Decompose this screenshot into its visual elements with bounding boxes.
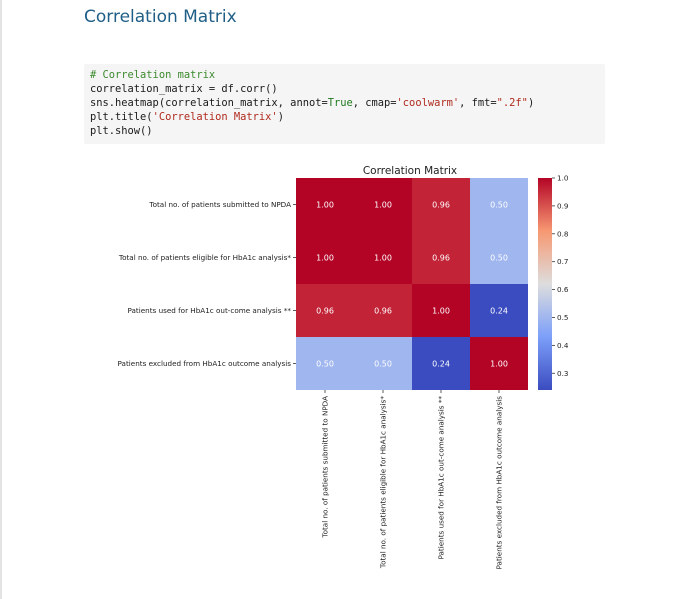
code-line: # Correlation matrix [90,69,215,81]
colorbar-tick-label: 1.0 [557,174,569,183]
row-labels: Total no. of patients submitted to NPDA T… [118,200,296,368]
cell-annotation: 1.00 [316,254,334,263]
code-token: , fmt= [459,97,497,109]
cell-annotation: 0.50 [490,254,508,263]
cell-annotation: 1.00 [432,307,450,316]
chart-title: Correlation Matrix [363,165,457,177]
colorbar-tick-label: 0.4 [557,341,569,350]
cell-annotation: 0.50 [374,360,392,369]
row-label: Patients excluded from HbA1c outcome ana… [118,359,292,368]
page-left-border [0,0,2,599]
cell-annotation: 0.96 [316,307,334,316]
cell-annotation: 0.96 [432,201,450,210]
code-token: ".2f" [496,97,528,109]
code-line: correlation_matrix = df.corr() [90,83,278,95]
colorbar: 1.0 0.9 0.8 0.7 0.6 0.5 0.4 0.3 [538,174,569,390]
code-cell[interactable]: # Correlation matrix correlation_matrix … [84,64,605,144]
column-label: Patients excluded from HbA1c outcome ana… [495,396,504,570]
code-token: True [327,97,353,109]
heatmap-cell [354,284,412,337]
heatmap-cells [296,178,528,390]
heatmap-cell [470,284,528,337]
colorbar-tick-label: 0.8 [557,229,569,238]
row-label: Patients used for HbA1c out-come analysi… [128,306,292,315]
heatmap-cell [412,337,470,390]
heatmap-cell [412,284,470,337]
column-label: Total no. of patients submitted to NPDA [321,396,330,539]
heatmap-cell [354,178,412,231]
code-token: sns.heatmap(correlation_matrix, annot= [90,97,328,109]
heatmap-cell [470,231,528,284]
section-heading: Correlation Matrix [84,7,237,27]
cell-annotation: 0.96 [374,307,392,316]
heatmap-cell [354,337,412,390]
heatmap-cell [470,337,528,390]
code-line: plt.title('Correlation Matrix') [90,111,284,123]
code-token: 'Correlation Matrix' [152,111,278,123]
colorbar-tick-label: 0.7 [557,257,568,266]
cell-annotation: 1.00 [316,201,334,210]
cell-annotation: 0.24 [490,307,508,316]
column-label: Patients used for HbA1c out-come analysi… [437,396,446,560]
cell-annotation: 0.96 [432,254,450,263]
row-label: Total no. of patients eligible for HbA1c… [118,253,291,262]
cell-annotation: 1.00 [490,360,508,369]
code-line: sns.heatmap(correlation_matrix, annot=Tr… [90,97,534,109]
cell-annotation: 0.50 [490,201,508,210]
colorbar-tick-label: 0.6 [557,285,569,294]
code-token: ) [527,97,535,109]
cell-annotation: 0.50 [316,360,334,369]
code-token: # Correlation matrix [90,69,216,81]
colorbar-gradient [538,178,552,390]
heatmap-cell [470,178,528,231]
cell-annotation: 1.00 [374,254,392,263]
code-token: plt.show() [90,125,153,137]
heatmap-cell [412,231,470,284]
column-labels: Total no. of patients submitted to NPDA T… [321,390,504,569]
heatmap-cell [354,231,412,284]
code-token: ) [277,111,284,123]
cell-annotation: 1.00 [374,201,392,210]
column-label: Total no. of patients eligible for HbA1c… [379,396,388,569]
cell-annotation: 0.24 [432,360,450,369]
row-label: Total no. of patients submitted to NPDA [148,200,291,209]
heatmap-cell [296,284,354,337]
heatmap-cell [296,231,354,284]
colorbar-tick-label: 0.9 [557,201,569,210]
heatmap-annotations: 1.00 1.00 0.96 0.50 1.00 1.00 0.96 0.50 0.96 0.96… [316,201,508,369]
code-token: 'coolwarm' [396,97,460,109]
colorbar-tick-label: 0.3 [557,369,568,378]
code-line: plt.show() [90,125,153,137]
code-token: , cmap= [352,97,397,109]
colorbar-tick-label: 0.5 [557,313,568,322]
heatmap-cell [296,337,354,390]
heatmap-cell [412,178,470,231]
code-token: plt.title( [90,111,153,123]
heatmap-cell [296,178,354,231]
code-token: correlation_matrix = df.corr() [90,83,278,95]
